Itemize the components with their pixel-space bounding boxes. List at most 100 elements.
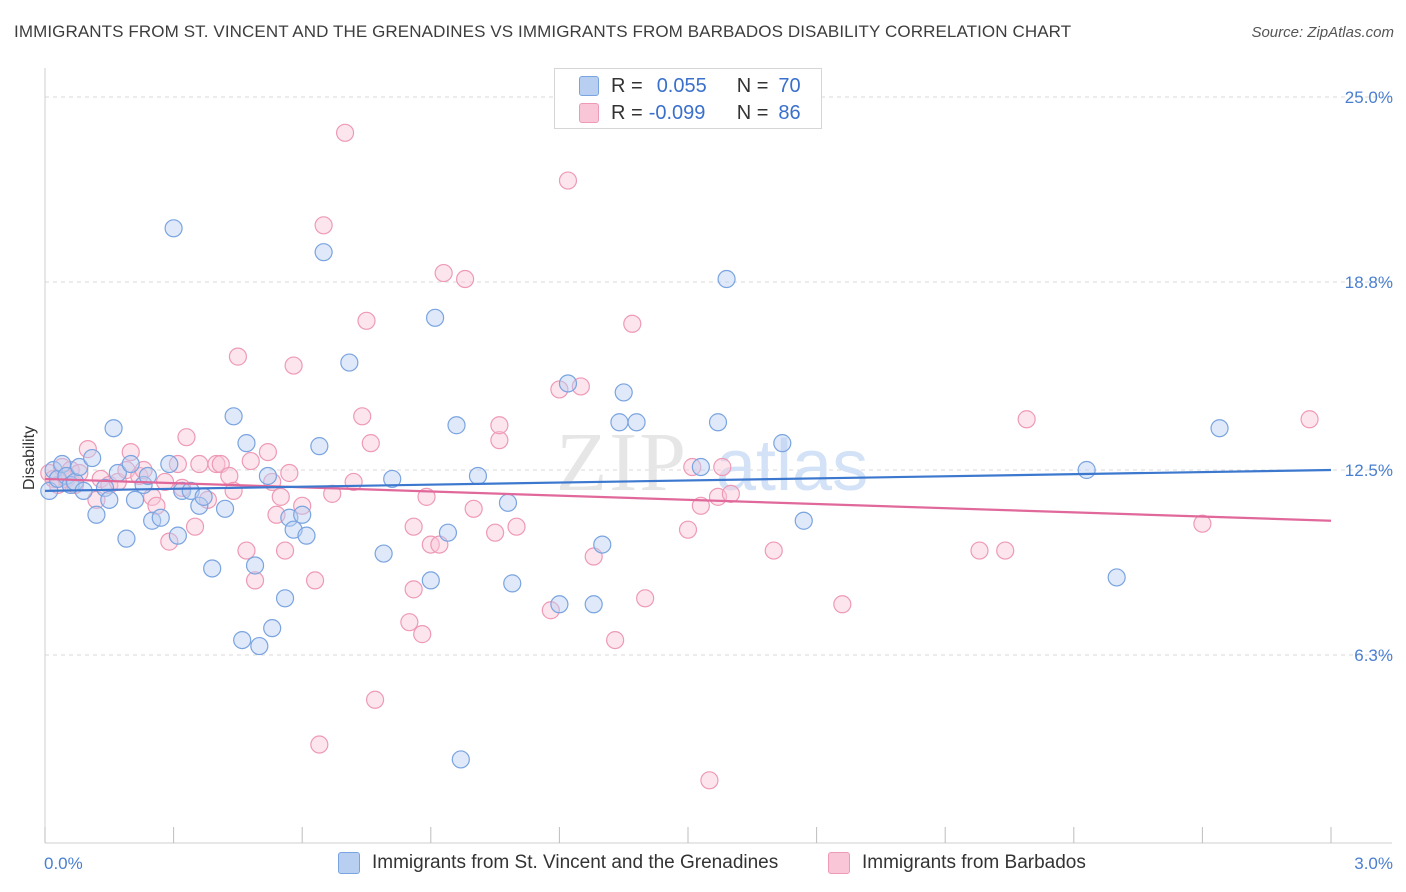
barbados-point [237,541,256,560]
st-vincent-point [498,493,518,512]
st-vincent-point [627,413,646,432]
barbados-point [996,541,1015,560]
st-vincent-point [425,308,445,327]
barbados-point [177,428,196,447]
st-vincent-point [215,499,235,518]
barbados-point [275,541,295,560]
y-tick-label: 6.3% [1354,646,1393,665]
legend-n-label: N = [736,101,769,124]
st-vincent-point [194,487,213,506]
st-vincent-point [383,469,402,489]
st-vincent-point [773,434,792,453]
barbados-point [271,487,290,506]
series-legend-label: Immigrants from St. Vincent and the Gren… [372,852,779,873]
y-tick-label: 12.5% [1345,461,1393,480]
legend-swatch-blue [579,76,599,96]
st-vincent-point [1107,568,1126,587]
st-vincent-point [503,574,522,593]
y-tick-label: 25.0% [1345,88,1393,107]
st-vincent-point [374,544,393,563]
barbados-point [970,541,989,560]
x-tick-label-start: 0.0% [44,854,83,873]
st-vincent-point [95,478,115,498]
barbados-point [357,311,376,330]
trend-lines [44,468,1332,522]
st-vincent-point [297,526,316,545]
barbados-point [636,589,655,608]
barbados-point [207,454,226,474]
watermark-zip: ZIP [556,416,688,509]
st-vincent-point [558,374,578,393]
st-vincent-point [1077,460,1096,480]
legend-r-label: R = [611,74,643,97]
legend-swatch-pink [579,103,599,123]
st-vincent-point [160,454,179,474]
barbados-point [486,523,505,542]
legend-r-label: R = [611,101,643,124]
st-vincent-point [293,505,312,524]
barbados-point [434,263,453,283]
legend-n-label: N = [736,74,769,97]
barbados-point [417,487,436,506]
barbados-point [606,630,625,650]
series-st-vincent-points [40,219,1229,769]
barbados-point [258,442,278,462]
barbados-point [713,457,732,477]
st-vincent-point [717,269,736,289]
st-vincent-point [151,508,170,527]
series-legend-item-st-vincent[interactable]: Immigrants from St. Vincent and the Gren… [338,852,778,874]
st-vincent-point [447,416,466,435]
barbados-point [404,580,423,599]
st-vincent-point [314,243,333,262]
barbados-point [78,440,97,459]
barbados-point [623,314,642,333]
st-vincent-point [121,454,140,474]
grid-lines [45,96,1392,656]
barbados-point [507,517,526,536]
correlation-legend: R = 0.055 N = 70 R = -0.099 N = 86 [554,68,822,129]
st-vincent-point [117,529,136,548]
series-legend-item-barbados[interactable]: Immigrants from Barbados [828,852,1086,874]
barbados-point [365,690,385,709]
st-vincent-point [421,571,440,590]
barbados-point [284,356,303,375]
barbados-point [490,431,509,450]
barbados-point [361,434,380,453]
st-vincent-point [438,523,458,542]
st-vincent-trend-line [44,468,1332,492]
st-vincent-point [275,589,295,608]
barbados-point [404,517,423,536]
barbados-point [678,520,698,539]
barbados-point [185,517,205,536]
st-vincent-point [584,595,603,614]
barbados-point [558,171,578,190]
st-vincent-point [468,466,488,486]
st-vincent-point [691,457,710,477]
st-vincent-point [164,219,183,238]
st-vincent-point [100,490,119,509]
st-vincent-point [190,496,209,515]
x-tick-label-end: 3.0% [1354,854,1393,873]
barbados-point [190,454,209,474]
barbados-point [691,496,710,515]
barbados-point [314,216,333,235]
barbados-point [764,541,783,560]
st-vincent-point [83,448,102,468]
barbados-point [280,463,299,483]
barbados-point [305,571,325,590]
barbados-point [1300,410,1319,429]
barbados-point [335,123,355,142]
legend-r-value: -0.099 [648,101,706,124]
series-legend-label: Immigrants from Barbados [862,852,1086,873]
st-vincent-point [237,434,256,453]
barbados-point [400,613,419,632]
barbados-point [353,407,372,426]
chart-title: IMMIGRANTS FROM ST. VINCENT AND THE GREN… [14,22,1072,41]
st-vincent-point [340,353,359,372]
st-vincent-point [263,619,282,638]
watermark: ZIP atlas [556,416,868,509]
barbados-point [310,735,329,754]
st-vincent-point [550,595,569,614]
st-vincent-point [610,413,629,432]
